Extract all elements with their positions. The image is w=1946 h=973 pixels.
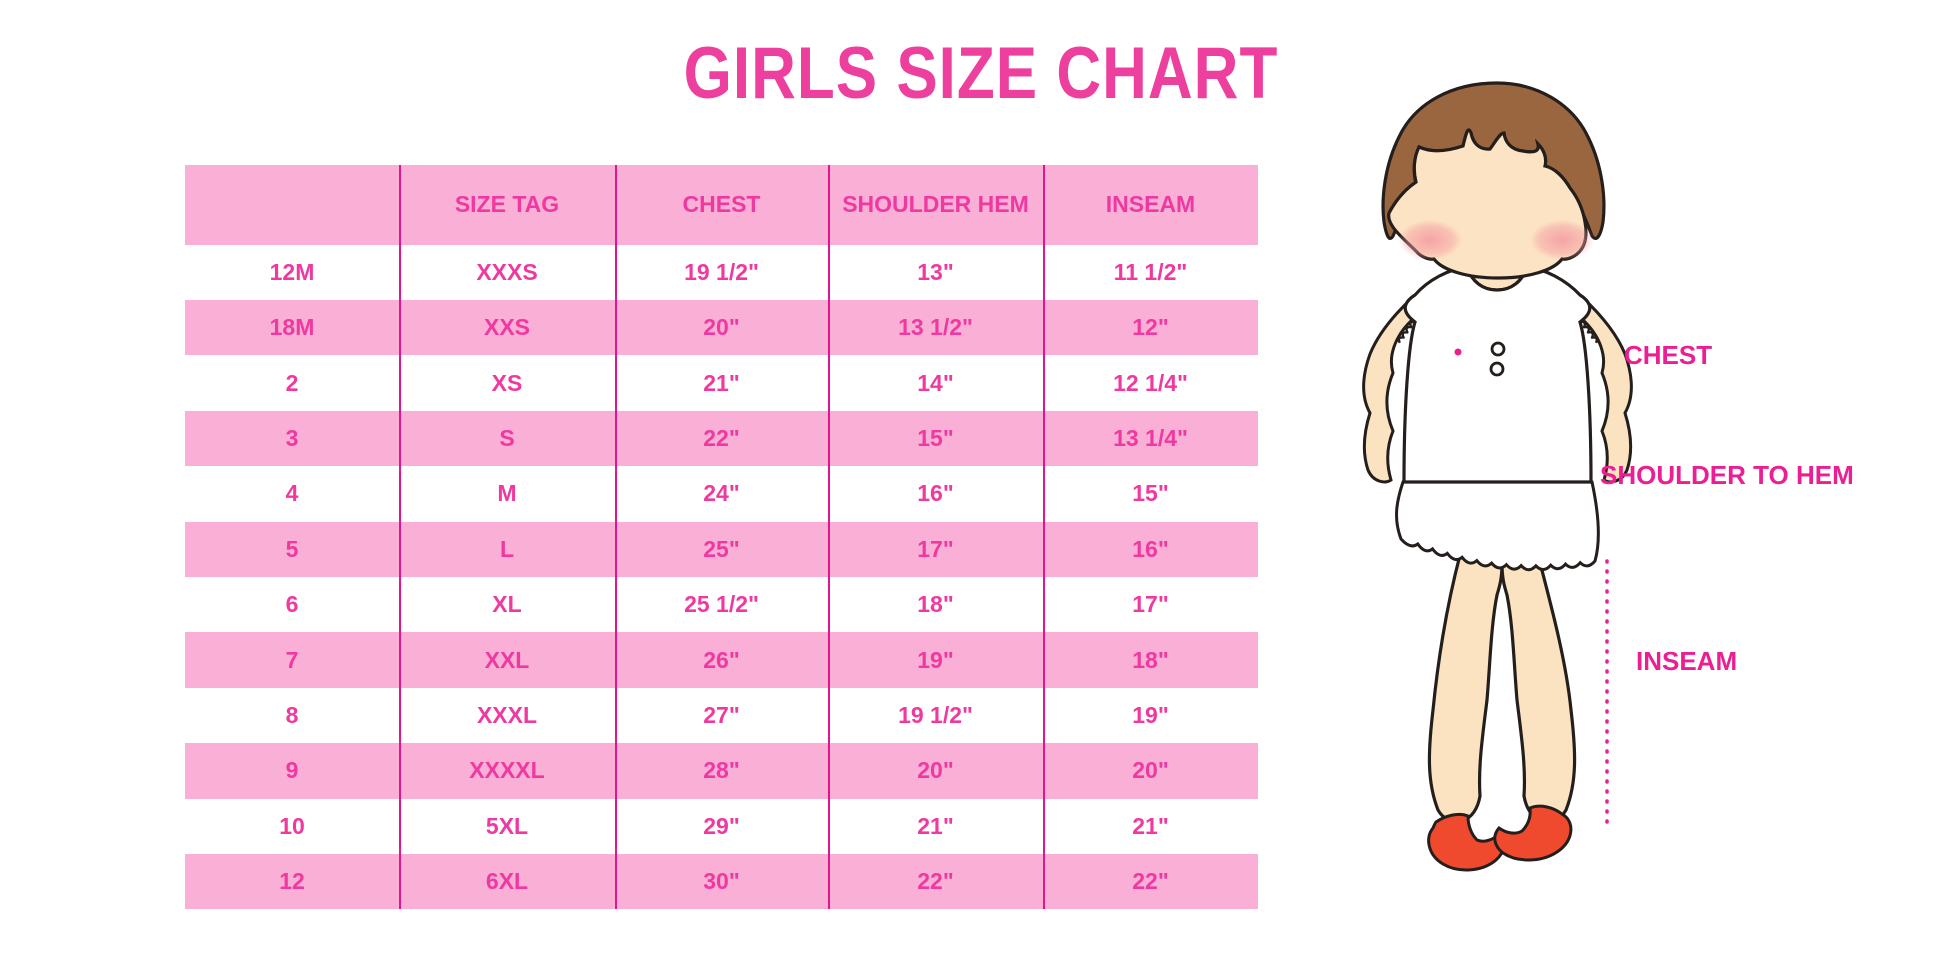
svg-text:CHEST: CHEST	[1624, 340, 1712, 370]
svg-text:SHOULDER TO HEM: SHOULDER TO HEM	[1600, 460, 1854, 490]
svg-text:INSEAM: INSEAM	[1636, 646, 1737, 676]
